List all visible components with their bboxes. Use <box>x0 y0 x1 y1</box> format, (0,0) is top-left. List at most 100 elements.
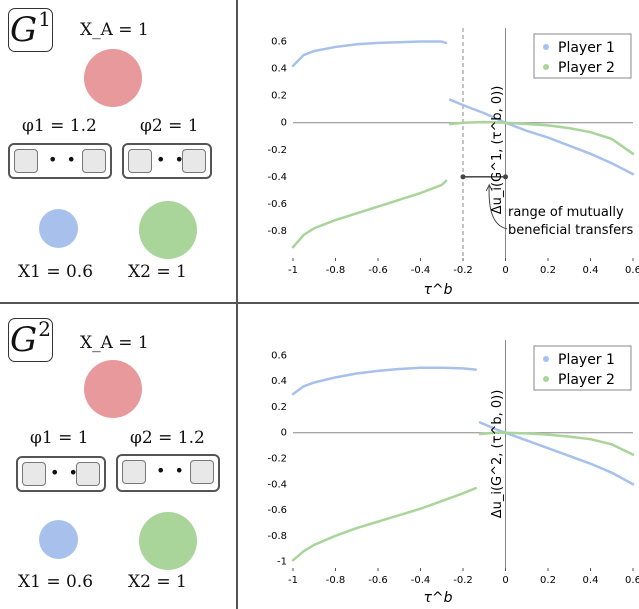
x2-label: X2 = 1 <box>128 572 187 592</box>
legend-box <box>533 345 632 391</box>
player-1-circle <box>39 209 78 248</box>
y-tick-label: 0 <box>281 428 287 439</box>
rail-player-2: • • • <box>116 454 220 492</box>
series-line-player-1 <box>291 40 448 68</box>
x1-label: X1 = 0.6 <box>18 262 93 282</box>
x1-label: X1 = 0.6 <box>18 572 93 592</box>
series-line-player-2 <box>291 486 477 562</box>
chart-g1-plot: -1 -0.8 -0.6 -0.4 -0.2 0 0.2 0.4 0.6 0.6 0.4 0.2 0 -0… <box>267 28 639 276</box>
y-tick-label: -0.2 <box>267 454 287 465</box>
chart-g2-ylabel: Δu_i(G^2, (τ^b, 0)) <box>490 390 505 519</box>
phi1-label: φ1 = 1 <box>30 428 89 448</box>
legend-marker-1 <box>543 44 549 50</box>
y-tick-label: -0.8 <box>267 226 287 237</box>
rail-slot-left <box>22 462 46 486</box>
legend-marker-2 <box>543 376 549 382</box>
x-tick-label: -1 <box>288 575 298 586</box>
y-tick-label: -0.4 <box>267 479 287 490</box>
xa-label-text: X_A = 1 <box>80 333 149 353</box>
rail-slot-right <box>190 460 214 484</box>
x-tick-label: 0.2 <box>540 575 556 586</box>
vertical-divider <box>236 0 238 609</box>
series-line-player-2 <box>449 120 635 156</box>
player-a-circle <box>84 360 142 418</box>
legend-marker-2 <box>543 64 549 70</box>
phi2-label: φ2 = 1 <box>140 116 199 136</box>
x1-label-text: X1 = 0.6 <box>18 572 94 592</box>
y-tick-label: -0.4 <box>267 172 287 183</box>
xa-label: X_A = 1 <box>80 20 149 40</box>
x-tick-label: 0.2 <box>540 265 556 276</box>
x-tick-label: -0.8 <box>326 265 346 276</box>
rail-player-2: • • • <box>122 143 212 179</box>
range-bracket-start <box>460 174 466 180</box>
game-index: 1 <box>38 7 51 31</box>
xa-label: X_A = 1 <box>80 333 149 353</box>
rail-slot-right <box>182 149 206 173</box>
x-tick-label: -0.4 <box>411 575 431 586</box>
game-letter: G <box>10 320 38 360</box>
x-tick-label: -0.2 <box>453 575 473 586</box>
chart-g2: -1 -0.8 -0.6 -0.4 -0.2 0 0.2 0.4 0.6 0.6 0.4 0.2 0 -0… <box>267 340 639 606</box>
phi1-label: φ1 = 1.2 <box>22 116 97 136</box>
y-tick-label: 0.6 <box>271 350 287 361</box>
game-letter: G <box>10 10 38 50</box>
player-2-circle <box>139 512 197 570</box>
phi2-label-text: φ2 = 1 <box>140 116 199 136</box>
y-tick-label: -0.6 <box>267 199 287 210</box>
rail-slot-left <box>122 460 146 484</box>
x-tick-label: 0.4 <box>583 575 599 586</box>
annotation-line-1: range of mutually <box>508 205 624 220</box>
x2-label-text: X2 = 1 <box>128 572 187 592</box>
y-tick-label: 0.4 <box>271 376 287 387</box>
phi1-label-text: φ1 = 1 <box>30 428 89 448</box>
x-tick-label: -0.6 <box>368 575 388 586</box>
series-line-player-2 <box>478 431 635 456</box>
range-bracket-end <box>503 174 508 180</box>
series-line-player-1 <box>291 366 477 396</box>
rail-slot-left <box>14 149 38 173</box>
annotation-arrow <box>488 184 508 230</box>
x-tick-label: -0.2 <box>453 265 473 276</box>
xa-label-text: X_A = 1 <box>80 20 149 40</box>
legend-marker-1 <box>543 356 549 362</box>
y-tick-label: 0.2 <box>271 91 287 102</box>
legend-label-1: Player 1 <box>558 40 615 56</box>
x-tick-label: -1 <box>288 265 298 276</box>
x-tick-label: -0.4 <box>411 265 431 276</box>
x-tick-label: -0.6 <box>368 265 388 276</box>
rail-slot-right <box>76 462 100 486</box>
player-a-circle <box>84 49 142 107</box>
x-tick-label: 0 <box>502 265 508 276</box>
y-tick-label: -0.2 <box>267 145 287 156</box>
x2-label-text: X2 = 1 <box>128 262 187 282</box>
chart-g2-plot: -1 -0.8 -0.6 -0.4 -0.2 0 0.2 0.4 0.6 0.6 0.4 0.2 0 -0… <box>267 340 639 586</box>
y-tick-label: 0.4 <box>271 64 287 75</box>
horizontal-divider <box>0 302 639 304</box>
legend-label-2: Player 2 <box>558 60 615 76</box>
chart-g1-ylabel: Δu_i(G^1, (τ^b, 0)) <box>490 86 505 215</box>
rail-player-1: • • • <box>16 456 106 492</box>
player-2-circle <box>139 201 197 259</box>
x-tick-label: 0.6 <box>625 265 639 276</box>
rail-slot-right <box>82 149 106 173</box>
y-tick-label: -0.6 <box>267 505 287 516</box>
chart-g1-xlabel: τ^b <box>423 282 452 298</box>
series-line-player-1 <box>449 98 635 176</box>
y-tick-label: 0.6 <box>271 37 287 48</box>
phi2-label-text: φ2 = 1.2 <box>130 428 205 448</box>
legend-label-1: Player 1 <box>558 352 615 368</box>
x1-label-text: X1 = 0.6 <box>18 262 94 282</box>
x-tick-label: 0 <box>502 575 508 586</box>
y-tick-label: -1 <box>277 557 287 568</box>
series-line-player-2 <box>291 179 448 249</box>
game-index: 2 <box>38 317 51 341</box>
rail-player-1: • • • <box>8 143 112 179</box>
x-tick-label: -0.8 <box>326 575 346 586</box>
y-tick-label: 0.2 <box>271 402 287 413</box>
chart-g2-xlabel: τ^b <box>423 590 452 606</box>
x2-label: X2 = 1 <box>128 262 187 282</box>
x-tick-label: 0.6 <box>625 575 639 586</box>
